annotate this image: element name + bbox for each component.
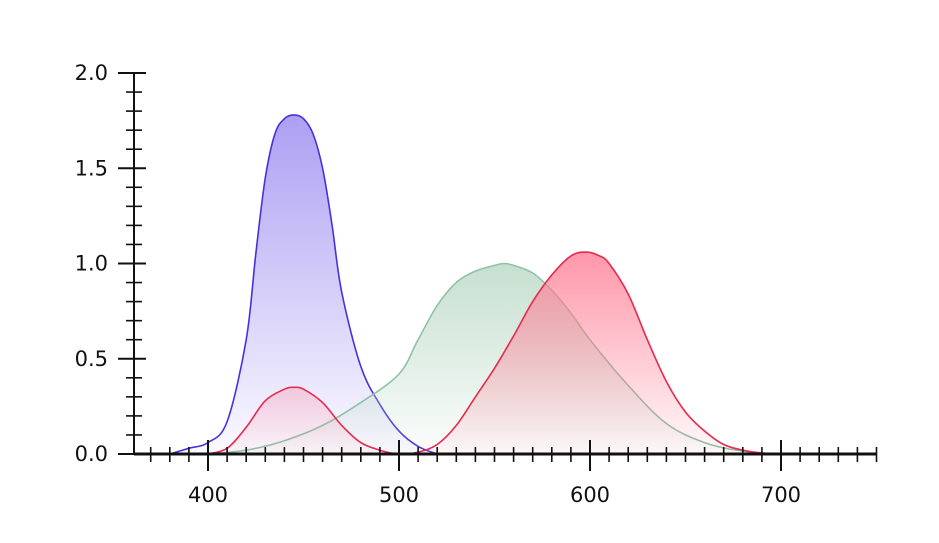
x-tick-label: 600 xyxy=(570,483,610,507)
x-tick-label: 700 xyxy=(761,483,801,507)
y-tick-label: 1.0 xyxy=(75,252,108,276)
y-tick-label: 1.5 xyxy=(75,156,108,180)
x-tick-label: 500 xyxy=(379,483,419,507)
y-tick-label: 0.0 xyxy=(75,442,108,466)
series-red xyxy=(207,251,782,455)
y-tick-label: 0.5 xyxy=(75,347,108,371)
series-red-area xyxy=(208,252,781,454)
series-red-line xyxy=(207,251,782,455)
ticks-layer: 0.0 0.5 1.0 1.5 2.0 400 500 600 700 xyxy=(75,61,878,507)
x-tick-label: 400 xyxy=(188,483,228,507)
y-tick-label: 2.0 xyxy=(75,61,108,85)
series-blue-area xyxy=(169,114,438,455)
series-layer xyxy=(169,114,782,455)
